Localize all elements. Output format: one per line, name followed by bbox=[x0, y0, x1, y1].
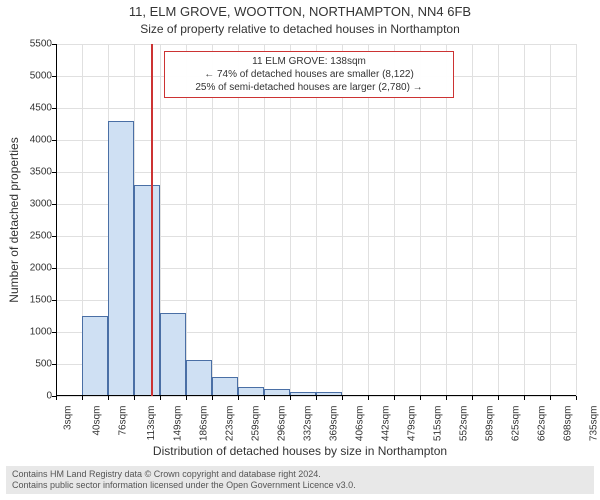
x-axis-line bbox=[56, 395, 576, 396]
x-tick-label: 259sqm bbox=[250, 406, 261, 442]
y-tick-label: 500 bbox=[35, 359, 56, 370]
y-tick-label: 3000 bbox=[30, 199, 56, 210]
y-tick-label: 1500 bbox=[30, 295, 56, 306]
x-tick-label: 113sqm bbox=[146, 406, 157, 441]
annotation-line-3: 25% of semi-detached houses are larger (… bbox=[171, 81, 447, 94]
x-tick-label: 406sqm bbox=[355, 406, 366, 442]
x-tick-mark bbox=[420, 396, 421, 400]
gridline-v bbox=[524, 44, 525, 396]
x-tick-mark bbox=[264, 396, 265, 400]
x-tick-label: 698sqm bbox=[562, 406, 573, 442]
x-tick-mark bbox=[576, 396, 577, 400]
footer-line-1: Contains HM Land Registry data © Crown c… bbox=[12, 469, 588, 480]
x-tick-mark bbox=[108, 396, 109, 400]
histogram-bar bbox=[212, 377, 238, 396]
x-tick-label: 369sqm bbox=[328, 406, 339, 442]
x-tick-label: 296sqm bbox=[276, 406, 287, 442]
footer-line-2: Contains public sector information licen… bbox=[12, 480, 588, 491]
x-tick-mark bbox=[368, 396, 369, 400]
plot-area: 0500100015002000250030003500400045005000… bbox=[56, 44, 576, 396]
y-tick-label: 4000 bbox=[30, 135, 56, 146]
x-tick-mark bbox=[56, 396, 57, 400]
x-tick-mark bbox=[472, 396, 473, 400]
x-tick-label: 735sqm bbox=[588, 406, 599, 442]
annotation-line-2: ← 74% of detached houses are smaller (8,… bbox=[171, 68, 447, 81]
x-tick-label: 662sqm bbox=[536, 406, 547, 442]
x-tick-mark bbox=[212, 396, 213, 400]
property-marker-line bbox=[151, 44, 153, 396]
x-tick-mark bbox=[524, 396, 525, 400]
gridline-v bbox=[576, 44, 577, 396]
gridline-v bbox=[550, 44, 551, 396]
x-axis-label: Distribution of detached houses by size … bbox=[0, 444, 600, 458]
y-tick-label: 5000 bbox=[30, 71, 56, 82]
gridline-v bbox=[472, 44, 473, 396]
x-tick-mark bbox=[446, 396, 447, 400]
x-tick-label: 625sqm bbox=[510, 406, 521, 442]
gridline-v bbox=[498, 44, 499, 396]
histogram-chart: 11, ELM GROVE, WOOTTON, NORTHAMPTON, NN4… bbox=[0, 0, 600, 500]
chart-title: 11, ELM GROVE, WOOTTON, NORTHAMPTON, NN4… bbox=[0, 4, 600, 19]
y-tick-label: 3500 bbox=[30, 167, 56, 178]
histogram-bar bbox=[108, 121, 134, 396]
chart-subtitle: Size of property relative to detached ho… bbox=[0, 22, 600, 36]
x-tick-mark bbox=[498, 396, 499, 400]
x-tick-label: 442sqm bbox=[380, 406, 391, 442]
x-tick-mark bbox=[394, 396, 395, 400]
x-tick-mark bbox=[290, 396, 291, 400]
x-tick-label: 223sqm bbox=[225, 406, 236, 442]
x-tick-label: 552sqm bbox=[458, 406, 469, 442]
annotation-box: 11 ELM GROVE: 138sqm ← 74% of detached h… bbox=[164, 51, 454, 98]
footer-attribution: Contains HM Land Registry data © Crown c… bbox=[6, 466, 594, 495]
y-axis-line bbox=[56, 44, 57, 396]
y-tick-label: 4500 bbox=[30, 103, 56, 114]
x-tick-label: 479sqm bbox=[406, 406, 417, 442]
y-tick-label: 0 bbox=[46, 391, 56, 402]
x-tick-label: 186sqm bbox=[198, 406, 209, 442]
x-tick-label: 332sqm bbox=[302, 406, 313, 442]
histogram-bar bbox=[186, 360, 212, 396]
x-tick-label: 40sqm bbox=[92, 406, 103, 436]
x-tick-mark bbox=[342, 396, 343, 400]
histogram-bar bbox=[134, 185, 160, 396]
x-tick-mark bbox=[550, 396, 551, 400]
x-tick-label: 3sqm bbox=[63, 406, 74, 430]
x-tick-mark bbox=[238, 396, 239, 400]
histogram-bar bbox=[82, 316, 108, 396]
x-tick-mark bbox=[316, 396, 317, 400]
x-tick-label: 76sqm bbox=[117, 406, 128, 436]
y-tick-label: 2500 bbox=[30, 231, 56, 242]
histogram-bar bbox=[160, 313, 186, 396]
x-tick-mark bbox=[82, 396, 83, 400]
y-tick-label: 2000 bbox=[30, 263, 56, 274]
x-tick-label: 589sqm bbox=[485, 406, 496, 442]
x-tick-mark bbox=[160, 396, 161, 400]
annotation-line-1: 11 ELM GROVE: 138sqm bbox=[171, 55, 447, 68]
y-tick-label: 5500 bbox=[30, 39, 56, 50]
y-tick-label: 1000 bbox=[30, 327, 56, 338]
x-tick-label: 515sqm bbox=[432, 406, 443, 442]
y-axis-label: Number of detached properties bbox=[7, 137, 21, 302]
x-tick-mark bbox=[134, 396, 135, 400]
x-tick-mark bbox=[186, 396, 187, 400]
x-tick-label: 149sqm bbox=[172, 406, 183, 442]
